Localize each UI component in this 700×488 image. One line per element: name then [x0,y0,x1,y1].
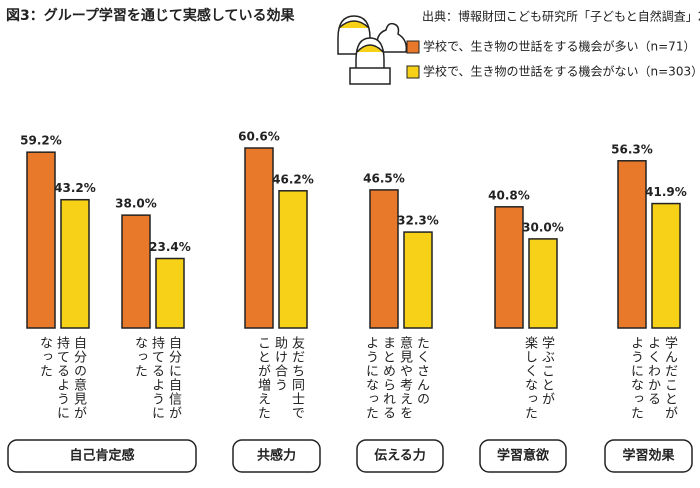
x-tick-line: ようになった [628,336,643,420]
x-tick-line: 学ぶことが [539,336,554,406]
x-tick-line: たくさんの [414,336,429,406]
bar [278,190,308,329]
group-label: 学習効果 [622,448,674,464]
value-label: 59.2% [20,134,62,148]
group-label: 自己肯定感 [69,448,134,464]
value-label: 60.6% [238,130,280,144]
legend-swatch [406,65,420,79]
source: 出典：博報財団こども研究所「子どもと自然調査」2017年 [422,9,700,24]
value-label: 41.9% [645,185,687,199]
group-box [356,439,444,473]
x-tick-line: ようになった [363,336,378,420]
legend-label: 学校で、生き物の世話をする機会がない（n=303） [423,64,700,79]
legend-swatch [406,40,420,54]
x-tick-line: よくわかる [645,336,660,406]
bar [26,151,56,329]
icon-kids [337,15,408,85]
group-box [232,439,321,473]
bar [369,189,399,329]
x-tick-label: たくさんの 意見や考えを まとめられる ようになった [362,336,430,420]
x-tick-line: なった [132,336,147,378]
group-label: 学習意欲 [497,448,549,464]
value-label: 46.2% [272,172,314,186]
group-box [7,439,197,473]
value-label: 46.5% [363,171,405,185]
value-label: 56.3% [611,142,653,156]
group-box [479,439,567,473]
value-label: 43.2% [54,181,96,195]
value-label: 40.8% [488,188,530,202]
value-label: 30.0% [522,220,564,234]
x-tick-label: 友だち同士で 助け合う ことが増えた [254,336,305,420]
bar [494,206,524,329]
bar [244,147,274,329]
bar [617,160,647,329]
x-tick-line: なった [37,336,52,378]
x-tick-line: まとめられる [380,336,395,420]
group-box [604,439,693,473]
x-tick-line: 友だち同士で [289,336,304,420]
value-label: 23.4% [149,240,191,254]
x-tick-line: 楽しくなった [522,336,537,420]
bar [121,214,151,329]
x-tick-label: 学ぶことが 楽しくなった [521,336,555,420]
x-tick-line: 助け合う [272,336,287,392]
x-tick-line: ことが増えた [255,336,270,420]
chart-title: 図3：グループ学習を通じて実感している効果 [6,7,295,24]
value-label: 32.3% [397,214,439,228]
x-tick-label: 自分に自信が 持てるように なった [131,336,182,420]
group-label: 伝える力 [374,448,426,464]
value-label: 38.0% [115,197,157,211]
x-tick-line: 意見や考えを [397,336,412,420]
bar [403,231,433,329]
x-tick-line: 持てるように [54,336,69,420]
bar [60,198,90,329]
bar [528,238,558,329]
bar [651,202,681,329]
x-tick-line: 持てるように [149,336,164,420]
legend-label: 学校で、生き物の世話をする機会が多い（n=71） [423,39,695,54]
x-tick-label: 自分の意見が 持てるように なった [36,336,87,420]
x-tick-line: 自分の意見が [71,336,86,420]
x-tick-label: 学んだことが よくわかる ようになった [627,336,678,420]
x-tick-line: 自分に自信が [166,336,181,420]
x-tick-line: 学んだことが [662,336,677,420]
group-label: 共感力 [257,448,296,464]
bar [155,257,185,329]
